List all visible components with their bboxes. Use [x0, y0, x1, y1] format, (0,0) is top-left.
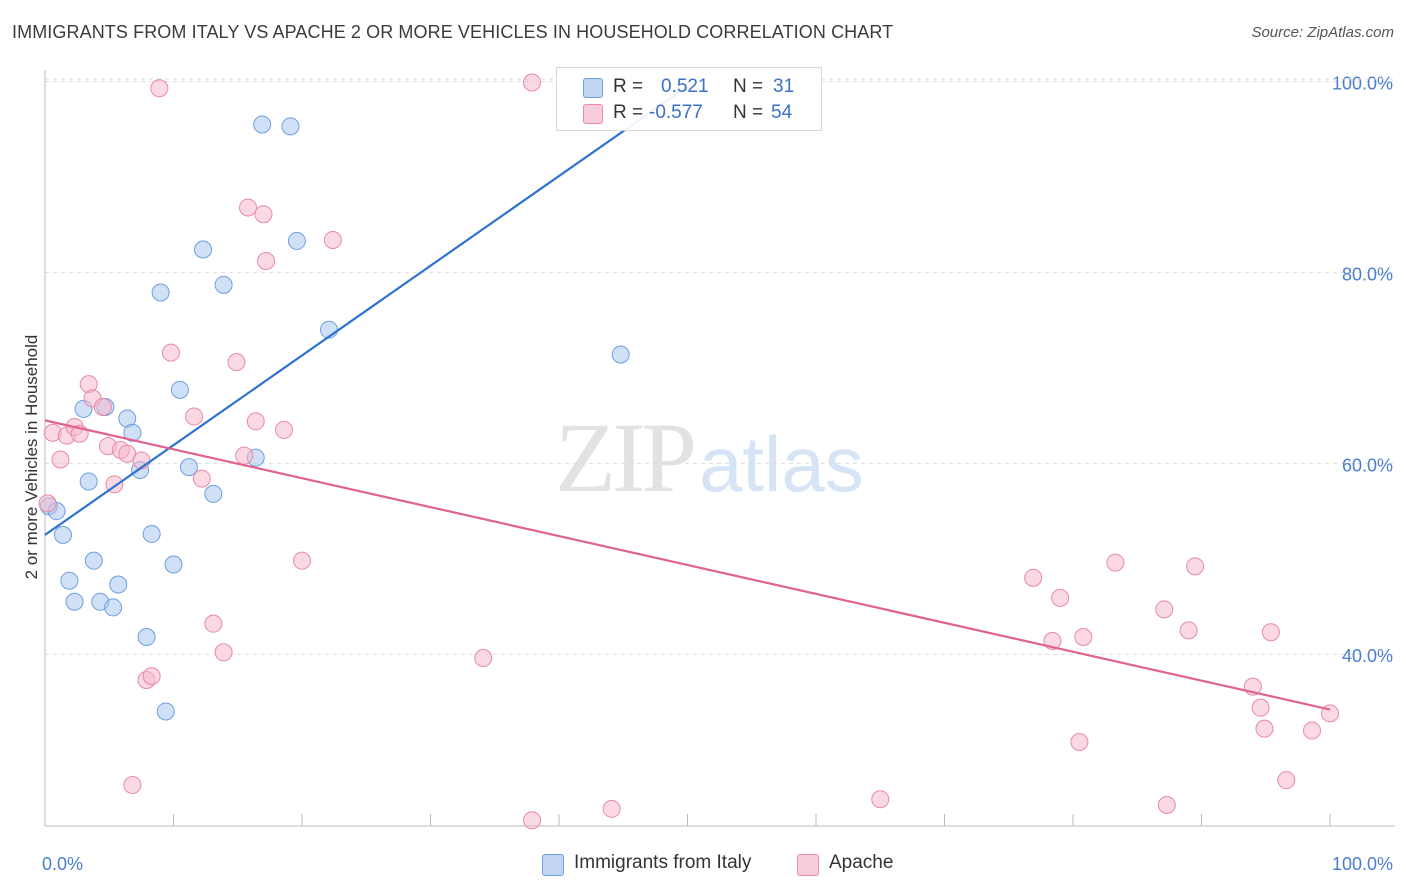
data-point: [142, 524, 161, 543]
data-point: [1255, 719, 1274, 738]
data-point: [239, 198, 258, 217]
data-point: [1179, 621, 1198, 640]
legend-r-label: R =: [613, 76, 644, 97]
y-tick-label: 40.0%: [1342, 646, 1393, 666]
data-point: [151, 283, 170, 302]
watermark: ZIPatlas: [555, 400, 864, 515]
data-point: [227, 353, 246, 372]
data-point: [214, 643, 233, 662]
data-point: [246, 412, 265, 431]
data-point: [65, 592, 84, 611]
data-point: [109, 575, 128, 594]
x-tick-label: 100.0%: [1332, 854, 1393, 874]
watermark-atlas: atlas: [699, 420, 864, 508]
data-point: [1106, 553, 1125, 572]
data-point: [185, 407, 204, 426]
legend-row-italy: R = 0.521 N = 31: [557, 76, 821, 100]
data-point: [611, 345, 630, 364]
data-point: [170, 380, 189, 399]
watermark-zip: ZIP: [555, 402, 697, 513]
data-point: [53, 525, 72, 544]
data-point: [275, 420, 294, 439]
data-point: [1251, 698, 1270, 717]
legend-swatch-apache: [583, 104, 603, 124]
data-point: [51, 450, 70, 469]
y-tick-label: 80.0%: [1342, 264, 1393, 284]
data-point: [523, 73, 542, 92]
data-point: [1074, 628, 1093, 647]
y-tick-label: 60.0%: [1342, 455, 1393, 475]
legend-r-value: 0.521: [661, 76, 709, 97]
data-point: [93, 398, 112, 417]
legend-n-value: 54: [771, 102, 793, 123]
data-point: [257, 251, 276, 270]
italy-trend-line: [44, 85, 689, 536]
data-point: [214, 275, 233, 294]
source-label: Source: ZipAtlas.com: [1251, 24, 1394, 41]
data-point: [1070, 733, 1089, 752]
data-point: [179, 458, 198, 477]
data-point: [281, 117, 300, 136]
data-point: [161, 343, 180, 362]
correlation-legend: R = 0.521 N = 31 R = -0.577 N = 54: [556, 67, 822, 131]
data-point: [1024, 568, 1043, 587]
data-point: [1186, 557, 1205, 576]
data-point: [38, 494, 57, 513]
bottom-legend-label-apache: Apache: [829, 852, 894, 873]
data-point: [204, 614, 223, 633]
legend-r-value: -0.577: [649, 102, 703, 123]
data-point: [1051, 588, 1070, 607]
data-point: [1157, 796, 1176, 815]
legend-swatch-italy: [583, 78, 603, 98]
bottom-legend-swatch-apache: [797, 854, 819, 876]
legend-r-label: R =: [613, 102, 644, 123]
legend-n-label: N =: [733, 76, 764, 97]
x-tick-label: 0.0%: [42, 854, 83, 874]
italy-points: [39, 115, 630, 721]
data-point: [123, 775, 142, 794]
data-point: [254, 205, 273, 224]
data-point: [602, 799, 621, 818]
data-point: [79, 472, 98, 491]
apache-points: [38, 73, 1339, 830]
data-point: [194, 240, 213, 259]
data-point: [235, 446, 254, 465]
data-point: [142, 667, 161, 686]
chart-title: IMMIGRANTS FROM ITALY VS APACHE 2 OR MOR…: [12, 22, 894, 42]
data-point: [204, 484, 223, 503]
data-point: [323, 230, 342, 249]
data-point: [156, 702, 175, 721]
data-point: [287, 231, 306, 250]
bottom-legend-swatch-italy: [542, 854, 564, 876]
data-point: [293, 551, 311, 570]
y-axis-title: 2 or more Vehicles in Household: [22, 335, 41, 580]
data-point: [1277, 771, 1296, 790]
legend-row-apache: R = -0.577 N = 54: [557, 102, 821, 126]
data-point: [474, 649, 493, 668]
legend-n-label: N =: [733, 102, 764, 123]
y-tick-label: 100.0%: [1332, 74, 1393, 94]
data-point: [84, 551, 103, 570]
data-point: [164, 555, 183, 574]
data-point: [150, 79, 169, 98]
data-point: [137, 628, 156, 647]
data-point: [1261, 623, 1280, 642]
data-point: [523, 811, 542, 830]
data-point: [1155, 600, 1174, 619]
data-point: [1303, 721, 1322, 740]
legend-n-value: 31: [773, 76, 795, 97]
bottom-legend-label-italy: Immigrants from Italy: [574, 852, 752, 873]
data-point: [871, 790, 890, 809]
data-point: [253, 115, 272, 134]
data-point: [104, 598, 123, 617]
apache-trend-line: [44, 419, 1331, 711]
data-point: [60, 571, 79, 590]
data-point: [123, 423, 142, 442]
data-point: [192, 469, 211, 488]
